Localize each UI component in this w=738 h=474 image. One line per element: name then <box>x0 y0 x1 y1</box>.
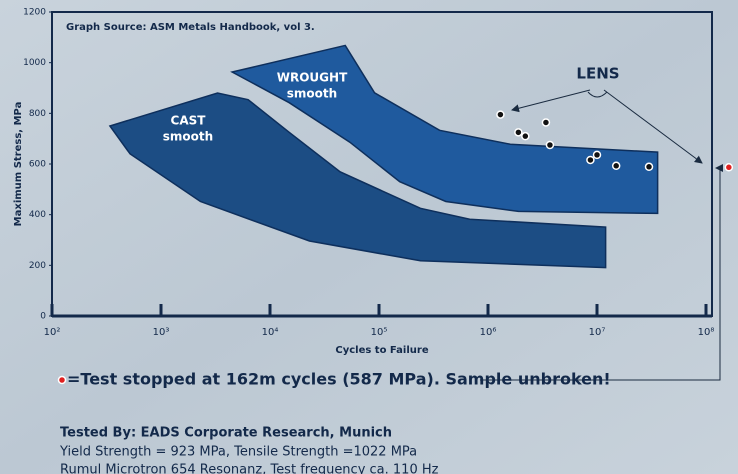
chart: Graph Source: ASM Metals Handbook, vol 3… <box>0 0 738 474</box>
y-tick-label: 200 <box>29 261 46 271</box>
y-tick-label: 600 <box>29 160 46 170</box>
y-tick-label: 800 <box>29 109 46 119</box>
chart-title: Graph Source: ASM Metals Handbook, vol 3… <box>66 22 315 33</box>
y-tick-label: 1200 <box>23 8 46 18</box>
point <box>497 111 504 118</box>
y-axis-label: Maximum Stress, MPa <box>13 102 24 227</box>
point <box>515 129 522 136</box>
note: Yield Strength = 923 MPa, Tensile Streng… <box>59 445 417 460</box>
x-tick-label: 10³ <box>153 327 170 338</box>
point <box>522 133 529 140</box>
note: Tested By: EADS Corporate Research, Muni… <box>60 426 392 441</box>
region-label: CAST <box>171 114 207 128</box>
page: Graph Source: ASM Metals Handbook, vol 3… <box>0 0 738 474</box>
point <box>613 162 620 169</box>
point <box>725 164 732 171</box>
x-tick-label: 10⁸ <box>698 327 715 338</box>
region-label: smooth <box>287 87 337 101</box>
x-tick-label: 10⁶ <box>480 327 497 338</box>
x-tick-label: 10² <box>44 327 61 338</box>
x-tick-label: 10⁷ <box>589 327 606 338</box>
point <box>546 142 553 149</box>
y-tick-label: 1000 <box>23 58 46 68</box>
region-label: smooth <box>163 130 213 144</box>
point <box>587 156 594 163</box>
point <box>542 119 549 126</box>
x-tick-label: 10⁵ <box>371 327 388 338</box>
legend-marker <box>59 377 66 384</box>
annotation: LENS <box>576 65 619 83</box>
x-axis-label: Cycles to Failure <box>335 345 428 356</box>
region-label: WROUGHT <box>277 71 348 85</box>
point <box>646 163 653 170</box>
y-tick-label: 400 <box>29 210 46 220</box>
note: Rumul Microtron 654 Resonanz, Test frequ… <box>60 463 439 474</box>
y-tick-label: 0 <box>40 312 46 322</box>
x-tick-label: 10⁴ <box>262 327 279 338</box>
legend-label: =Test stopped at 162m cycles (587 MPa). … <box>67 370 611 389</box>
point <box>594 151 601 158</box>
